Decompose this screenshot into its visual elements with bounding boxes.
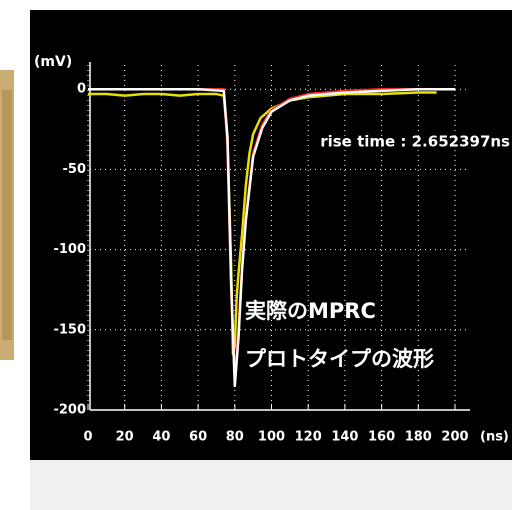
y-axis-label: (mV)	[34, 54, 72, 70]
waveform	[88, 87, 455, 388]
x-tick-label: 200	[441, 430, 468, 445]
annotation: 実際のMPRC	[245, 299, 376, 323]
y-tick-label: -200	[53, 403, 86, 418]
y-tick-label: 0	[77, 82, 86, 97]
x-axis-label: (ns)	[480, 430, 509, 445]
y-tick-label: -50	[63, 162, 87, 177]
x-tick-label: 120	[295, 430, 322, 445]
bottom-panel	[30, 460, 512, 510]
x-tick-label: 0	[83, 430, 92, 445]
x-tick-label: 100	[258, 430, 285, 445]
side-image-detail	[2, 90, 12, 340]
x-tick-label: 40	[152, 430, 170, 445]
annotation: rise time : 2.652397ns	[320, 133, 510, 151]
x-tick-label: 180	[405, 430, 432, 445]
annotation: プロトタイプの波形	[245, 347, 434, 371]
x-tick-label: 20	[116, 430, 134, 445]
x-tick-label: 140	[331, 430, 358, 445]
y-tick-label: -100	[53, 242, 86, 257]
x-tick-label: 160	[368, 430, 395, 445]
x-tick-label: 80	[226, 430, 244, 445]
x-tick-label: 60	[189, 430, 207, 445]
y-tick-label: -150	[53, 322, 86, 337]
